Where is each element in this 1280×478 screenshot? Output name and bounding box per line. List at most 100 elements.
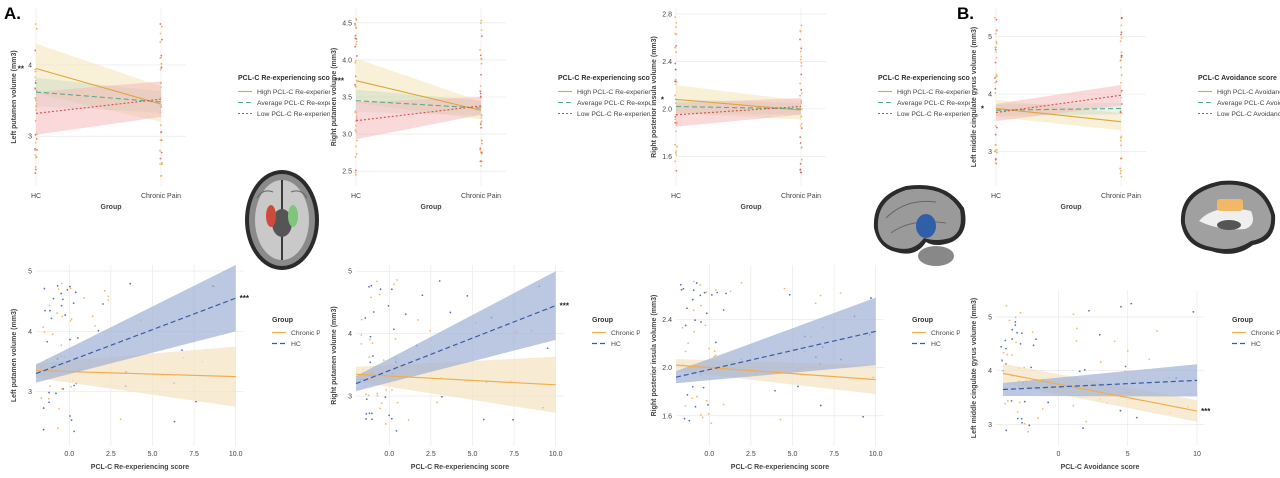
legend-label: Low PCL-C Re-experiencing score bbox=[577, 111, 650, 118]
chart-right-putamen-group: 2.5 3.0 3.5 4.0 4.5 Right putamen volume (mm3… bbox=[331, 8, 650, 211]
data-point bbox=[69, 285, 71, 288]
data-point bbox=[70, 318, 73, 320]
data-point bbox=[69, 415, 71, 417]
data-point bbox=[429, 329, 431, 332]
data-point bbox=[686, 393, 689, 396]
data-point bbox=[674, 80, 676, 83]
legend-label: Chronic Pain bbox=[611, 330, 640, 337]
data-point bbox=[371, 342, 374, 345]
data-point bbox=[480, 19, 483, 22]
data-point bbox=[407, 419, 410, 421]
data-point bbox=[35, 156, 38, 158]
data-point bbox=[479, 147, 482, 150]
x-tick-label: 0.0 bbox=[704, 451, 714, 458]
data-point bbox=[995, 126, 998, 129]
data-point bbox=[368, 356, 371, 358]
data-point bbox=[69, 320, 72, 322]
data-point bbox=[369, 361, 372, 364]
data-point bbox=[160, 151, 163, 154]
data-point bbox=[354, 37, 357, 40]
y-tick-label: 5 bbox=[988, 314, 992, 321]
data-point bbox=[159, 124, 162, 127]
x-axis-label: PCL-C Avoidance score bbox=[1061, 464, 1140, 471]
data-point bbox=[701, 416, 704, 419]
brain-axial-putamen-image bbox=[245, 170, 319, 270]
data-point bbox=[43, 287, 46, 290]
data-point bbox=[354, 171, 357, 174]
y-tick-label: 4.5 bbox=[342, 20, 352, 27]
data-point bbox=[714, 354, 717, 357]
data-point bbox=[800, 122, 803, 125]
data-point bbox=[1120, 103, 1123, 105]
data-point bbox=[72, 302, 75, 305]
data-point bbox=[480, 73, 482, 76]
data-point bbox=[479, 92, 482, 95]
data-point bbox=[370, 412, 373, 415]
data-point bbox=[480, 160, 483, 163]
data-point bbox=[729, 290, 732, 293]
legend-label: Chronic Pain bbox=[1251, 330, 1280, 337]
data-point bbox=[692, 280, 695, 283]
significance-marker: *** bbox=[335, 77, 345, 86]
data-point bbox=[394, 337, 397, 340]
legend-label: Average PCL-C Re-experiencing score bbox=[577, 100, 650, 107]
x-axis-label: Group bbox=[741, 204, 762, 211]
data-point bbox=[694, 405, 697, 408]
data-point bbox=[1119, 59, 1122, 62]
data-point bbox=[480, 164, 482, 167]
data-point bbox=[354, 129, 357, 131]
data-point bbox=[1031, 331, 1034, 333]
data-point bbox=[707, 404, 709, 406]
data-point bbox=[1035, 338, 1037, 341]
x-tick-label: Chronic Pain bbox=[1101, 193, 1141, 200]
data-point bbox=[1120, 305, 1122, 308]
data-point bbox=[675, 169, 678, 172]
data-point bbox=[392, 283, 395, 286]
x-tick-label: 10.0 bbox=[229, 451, 243, 458]
chart-left-cingulate-scatter: 3 4 5 Left middle cingulate gyrus volume (m… bbox=[971, 290, 1280, 471]
data-point bbox=[119, 418, 122, 421]
chart-right-insula-group: 1.6 2.0 2.4 2.8 Right posterior insula volum… bbox=[651, 8, 970, 211]
data-point bbox=[42, 407, 45, 409]
data-point bbox=[49, 309, 51, 312]
data-point bbox=[674, 78, 677, 81]
data-point bbox=[449, 311, 452, 314]
fit-line bbox=[355, 305, 556, 385]
data-point bbox=[52, 297, 55, 300]
data-point bbox=[60, 344, 63, 347]
data-point bbox=[376, 392, 379, 395]
data-point bbox=[1120, 66, 1122, 69]
data-point bbox=[372, 311, 375, 313]
data-point bbox=[83, 297, 86, 299]
y-axis-label: Right posterior insula volume (mm3) bbox=[651, 295, 658, 417]
fit-line bbox=[675, 364, 876, 381]
data-point bbox=[704, 324, 707, 327]
data-point bbox=[800, 55, 803, 58]
data-point bbox=[1083, 368, 1086, 371]
data-point bbox=[480, 62, 483, 65]
data-point bbox=[674, 16, 677, 19]
data-point bbox=[1120, 16, 1123, 19]
data-point bbox=[700, 321, 702, 323]
y-axis-label: Left middle cingulate gyrus volume (mm3) bbox=[971, 298, 978, 438]
data-point bbox=[40, 397, 43, 399]
data-point bbox=[707, 413, 710, 415]
legend-label: HC bbox=[931, 341, 941, 348]
data-point bbox=[404, 313, 407, 316]
data-point bbox=[34, 154, 37, 157]
data-point bbox=[480, 120, 483, 123]
data-point bbox=[684, 350, 687, 353]
data-point bbox=[799, 29, 802, 32]
x-tick-label: 5.0 bbox=[788, 451, 798, 458]
data-point bbox=[691, 385, 694, 388]
data-point bbox=[1078, 370, 1081, 373]
data-point bbox=[994, 87, 997, 90]
data-point bbox=[365, 412, 368, 415]
data-point bbox=[61, 387, 63, 390]
data-point bbox=[675, 145, 678, 148]
data-point bbox=[159, 68, 162, 71]
data-point bbox=[1120, 33, 1122, 36]
data-point bbox=[354, 83, 356, 86]
series-line bbox=[355, 100, 482, 109]
x-tick-label: HC bbox=[991, 193, 1001, 200]
